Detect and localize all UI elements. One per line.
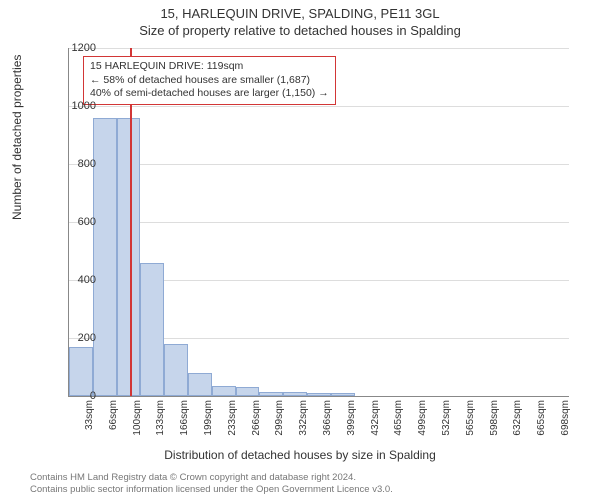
x-tick-label: 199sqm: [203, 400, 214, 436]
x-tick-label: 366sqm: [322, 400, 333, 436]
x-axis-label: Distribution of detached houses by size …: [0, 448, 600, 462]
x-tick-label: 299sqm: [274, 400, 285, 436]
footer-line1: Contains HM Land Registry data © Crown c…: [30, 472, 393, 484]
x-tick-label: 598sqm: [489, 400, 500, 436]
histogram-bar: [188, 373, 212, 396]
histogram-bar: [164, 344, 188, 396]
x-tick-label: 499sqm: [417, 400, 428, 436]
x-tick-label: 266sqm: [251, 400, 262, 436]
y-tick-label: 800: [56, 158, 96, 170]
x-tick-label: 665sqm: [536, 400, 547, 436]
y-tick-label: 1200: [56, 42, 96, 54]
histogram-bar: [259, 392, 283, 396]
gridline: [69, 222, 569, 223]
legend-line: ← 58% of detached houses are smaller (1,…: [90, 74, 329, 88]
gridline: [69, 164, 569, 165]
y-tick-label: 1000: [56, 100, 96, 112]
legend-line: 15 HARLEQUIN DRIVE: 119sqm: [90, 60, 329, 74]
x-tick-label: 100sqm: [132, 400, 143, 436]
histogram-bar: [117, 118, 141, 396]
x-tick-label: 698sqm: [560, 400, 571, 436]
footer-line2: Contains public sector information licen…: [30, 484, 393, 496]
chart-container: 15, HARLEQUIN DRIVE, SPALDING, PE11 3GL …: [0, 0, 600, 500]
x-tick-label: 565sqm: [465, 400, 476, 436]
x-tick-label: 332sqm: [298, 400, 309, 436]
histogram-bar: [140, 263, 164, 396]
x-tick-label: 166sqm: [179, 400, 190, 436]
x-tick-label: 66sqm: [108, 400, 119, 430]
histogram-bar: [283, 392, 307, 396]
histogram-bar: [93, 118, 117, 396]
x-tick-label: 399sqm: [346, 400, 357, 436]
page-title: 15, HARLEQUIN DRIVE, SPALDING, PE11 3GL: [0, 0, 600, 21]
x-tick-label: 233sqm: [227, 400, 238, 436]
histogram-bar: [69, 347, 93, 396]
footer-attribution: Contains HM Land Registry data © Crown c…: [30, 472, 393, 496]
gridline: [69, 48, 569, 49]
histogram-bar: [331, 393, 355, 396]
y-axis-label: Number of detached properties: [10, 55, 24, 220]
legend-box: 15 HARLEQUIN DRIVE: 119sqm← 58% of detac…: [83, 56, 336, 105]
gridline: [69, 106, 569, 107]
x-tick-label: 133sqm: [155, 400, 166, 436]
chart-plot-area: 15 HARLEQUIN DRIVE: 119sqm← 58% of detac…: [68, 48, 569, 397]
histogram-bar: [212, 386, 236, 396]
y-tick-label: 600: [56, 216, 96, 228]
x-tick-label: 432sqm: [370, 400, 381, 436]
histogram-bar: [307, 393, 331, 396]
page-subtitle: Size of property relative to detached ho…: [0, 21, 600, 38]
y-tick-label: 200: [56, 332, 96, 344]
histogram-bar: [236, 387, 260, 396]
x-tick-label: 532sqm: [441, 400, 452, 436]
legend-line: 40% of semi-detached houses are larger (…: [90, 87, 329, 101]
x-tick-label: 465sqm: [393, 400, 404, 436]
x-tick-label: 33sqm: [84, 400, 95, 430]
x-tick-label: 632sqm: [512, 400, 523, 436]
y-tick-label: 400: [56, 274, 96, 286]
